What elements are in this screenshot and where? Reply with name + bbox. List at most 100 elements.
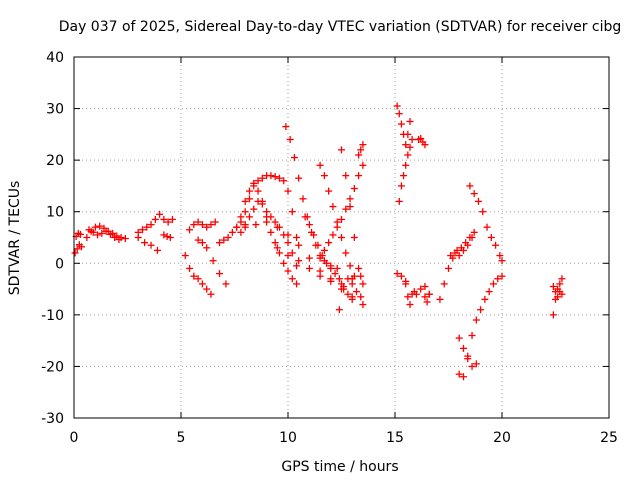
data-point bbox=[408, 136, 416, 144]
data-point bbox=[397, 272, 405, 280]
data-point bbox=[425, 290, 433, 298]
data-point bbox=[254, 187, 262, 195]
data-point bbox=[417, 285, 425, 293]
data-point bbox=[466, 182, 474, 190]
data-point bbox=[338, 234, 345, 241]
data-point bbox=[355, 264, 363, 272]
data-point bbox=[451, 249, 459, 257]
data-point bbox=[436, 295, 444, 303]
data-point bbox=[485, 288, 493, 296]
data-point bbox=[263, 208, 271, 216]
data-point bbox=[284, 239, 292, 247]
data-point bbox=[186, 226, 194, 234]
data-point bbox=[106, 230, 114, 238]
data-point bbox=[237, 228, 245, 236]
data-point bbox=[168, 215, 176, 223]
data-point bbox=[252, 221, 260, 229]
y-tick-label: 10 bbox=[46, 205, 64, 221]
data-point bbox=[335, 275, 343, 283]
data-point bbox=[263, 218, 271, 226]
data-point bbox=[489, 280, 497, 288]
data-point bbox=[280, 259, 288, 267]
data-series bbox=[237, 197, 301, 270]
data-series bbox=[134, 210, 176, 236]
data-point bbox=[440, 280, 448, 288]
data-point bbox=[96, 222, 104, 230]
data-point bbox=[160, 215, 168, 223]
data-point bbox=[316, 161, 324, 169]
data-point bbox=[190, 272, 198, 280]
data-point bbox=[198, 280, 206, 288]
data-marks bbox=[71, 102, 566, 381]
data-point bbox=[455, 252, 463, 260]
data-point bbox=[290, 154, 298, 162]
data-point bbox=[464, 241, 472, 249]
data-point bbox=[331, 270, 339, 278]
data-point bbox=[254, 197, 262, 205]
data-point bbox=[77, 243, 85, 251]
data-point bbox=[211, 218, 219, 226]
y-tick-label: 30 bbox=[46, 102, 64, 118]
data-series bbox=[355, 141, 367, 159]
data-series bbox=[338, 146, 367, 288]
data-point bbox=[316, 272, 324, 280]
data-point bbox=[305, 254, 313, 262]
data-point bbox=[455, 370, 463, 378]
data-point bbox=[203, 223, 211, 231]
data-point bbox=[267, 172, 275, 180]
data-series bbox=[273, 244, 356, 301]
data-point bbox=[98, 229, 106, 237]
data-point bbox=[421, 282, 429, 290]
data-series bbox=[415, 134, 429, 149]
data-point bbox=[275, 249, 283, 257]
data-point bbox=[402, 280, 410, 288]
data-point bbox=[71, 249, 79, 257]
plot-frame bbox=[73, 56, 610, 419]
data-series bbox=[233, 179, 301, 288]
data-series bbox=[194, 236, 230, 288]
data-point bbox=[94, 231, 102, 239]
y-tick-labels: -30 -20 -10 0 10 20 30 40 bbox=[41, 50, 64, 427]
data-point bbox=[474, 197, 482, 205]
data-series bbox=[421, 290, 433, 306]
data-point bbox=[470, 190, 478, 198]
data-point bbox=[423, 298, 431, 306]
data-point bbox=[342, 172, 350, 180]
data-point bbox=[333, 223, 341, 231]
data-point bbox=[83, 234, 91, 241]
data-point bbox=[273, 223, 281, 231]
data-point bbox=[344, 290, 352, 298]
data-point bbox=[163, 232, 171, 240]
data-point bbox=[338, 215, 345, 223]
data-point bbox=[421, 293, 429, 301]
data-point bbox=[329, 203, 337, 211]
data-point bbox=[464, 355, 472, 363]
data-point bbox=[89, 228, 97, 236]
data-point bbox=[320, 172, 328, 180]
data-point bbox=[359, 141, 367, 149]
data-point bbox=[224, 234, 232, 241]
data-point bbox=[245, 187, 253, 195]
data-point bbox=[404, 151, 412, 159]
data-point bbox=[207, 290, 215, 298]
data-point bbox=[455, 334, 463, 342]
data-series bbox=[134, 234, 161, 254]
data-point bbox=[459, 344, 467, 352]
data-point bbox=[245, 213, 253, 221]
data-point bbox=[147, 241, 155, 249]
data-point bbox=[357, 272, 365, 280]
data-point bbox=[241, 223, 249, 231]
data-point bbox=[549, 282, 557, 290]
data-point bbox=[254, 177, 262, 185]
data-series bbox=[85, 226, 123, 244]
data-point bbox=[348, 280, 356, 288]
data-point bbox=[194, 236, 202, 244]
data-point bbox=[404, 130, 412, 138]
data-series bbox=[181, 252, 215, 298]
data-point bbox=[284, 187, 292, 195]
data-point bbox=[498, 272, 506, 280]
data-point bbox=[241, 197, 249, 205]
data-point bbox=[305, 221, 313, 229]
data-point bbox=[190, 221, 198, 229]
data-point bbox=[320, 246, 328, 254]
